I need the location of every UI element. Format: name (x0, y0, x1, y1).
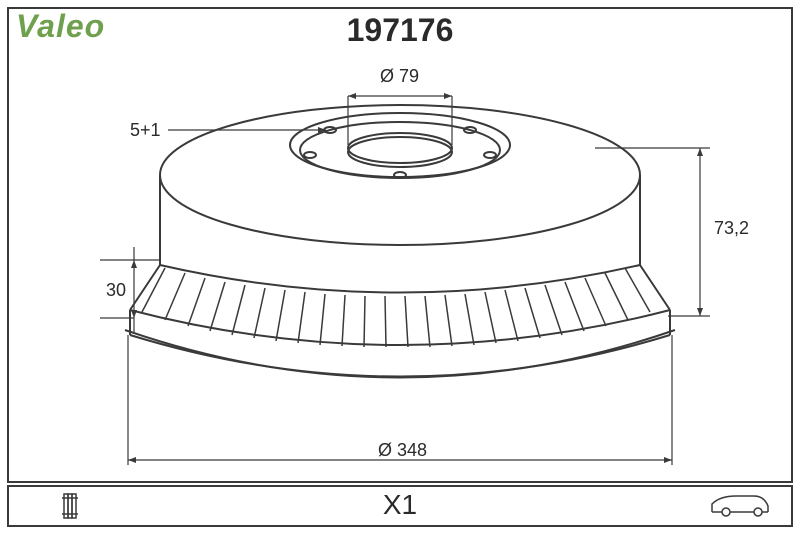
brake-disc-diagram (0, 0, 800, 533)
